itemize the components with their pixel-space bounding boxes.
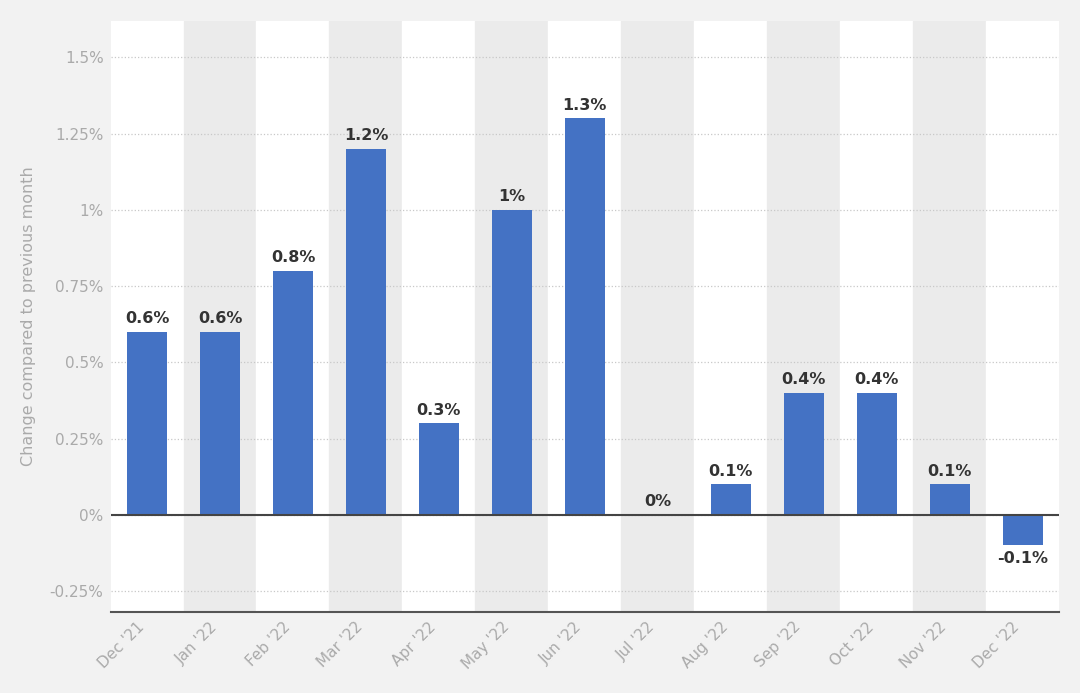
Y-axis label: Change compared to previous month: Change compared to previous month: [21, 167, 36, 466]
Text: 0%: 0%: [645, 494, 672, 509]
Bar: [329, 21, 403, 613]
Bar: [110, 21, 184, 613]
Text: 0.8%: 0.8%: [271, 250, 315, 265]
Text: 0.1%: 0.1%: [928, 464, 972, 479]
Bar: [491, 210, 532, 515]
Bar: [767, 21, 840, 613]
Bar: [930, 484, 970, 515]
Text: 0.4%: 0.4%: [854, 372, 899, 387]
Text: -0.1%: -0.1%: [997, 551, 1049, 565]
Bar: [986, 21, 1059, 613]
Bar: [184, 21, 256, 613]
Bar: [403, 21, 475, 613]
Bar: [694, 21, 767, 613]
Bar: [621, 21, 694, 613]
Text: 0.6%: 0.6%: [125, 311, 170, 326]
Bar: [784, 393, 824, 515]
Text: 0.4%: 0.4%: [782, 372, 826, 387]
Bar: [273, 271, 313, 515]
Bar: [346, 149, 386, 515]
Bar: [419, 423, 459, 515]
Bar: [200, 332, 240, 515]
Text: 1.3%: 1.3%: [563, 98, 607, 113]
Text: 0.3%: 0.3%: [417, 403, 461, 418]
Bar: [549, 21, 621, 613]
Bar: [565, 119, 605, 515]
Text: 0.6%: 0.6%: [198, 311, 242, 326]
Bar: [914, 21, 986, 613]
Bar: [127, 332, 167, 515]
Bar: [856, 393, 896, 515]
Bar: [1002, 515, 1043, 545]
Text: 0.1%: 0.1%: [708, 464, 753, 479]
Bar: [711, 484, 751, 515]
Text: 1.2%: 1.2%: [343, 128, 388, 143]
Bar: [256, 21, 329, 613]
Bar: [475, 21, 549, 613]
Bar: [840, 21, 914, 613]
Text: 1%: 1%: [498, 189, 526, 204]
